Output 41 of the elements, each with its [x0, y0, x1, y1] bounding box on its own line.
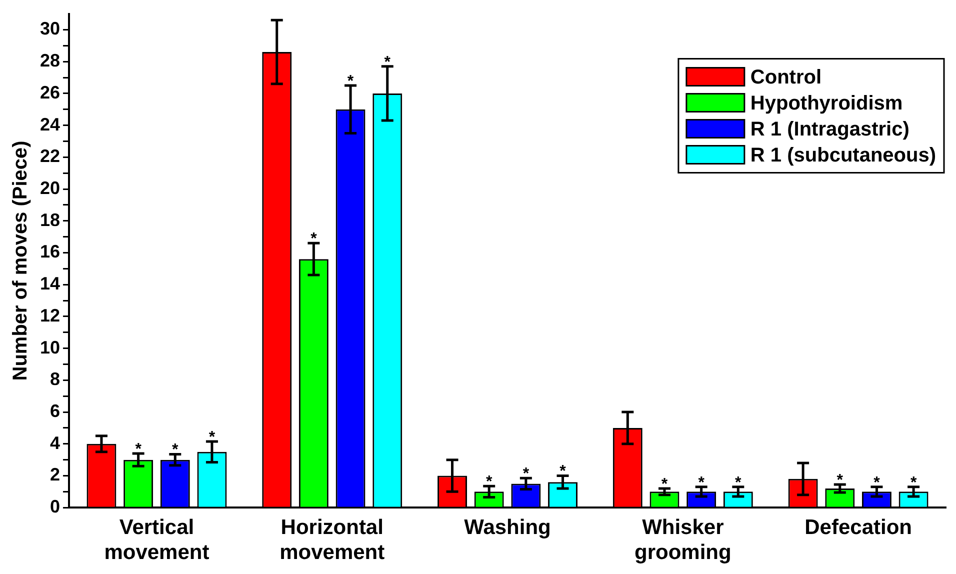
data-label: * [836, 472, 844, 489]
x-tick-label: Defecation [804, 516, 912, 539]
legend-label: R 1 (subcutaneous) [750, 144, 936, 166]
data-label: * [384, 54, 392, 71]
y-tick-label: 12 [40, 305, 60, 326]
data-label: * [172, 442, 180, 459]
data-label: * [310, 230, 318, 248]
y-tick-label: 24 [40, 114, 60, 134]
data-label: * [522, 466, 530, 483]
y-tick-label: 28 [40, 50, 60, 71]
data-label: * [208, 428, 216, 446]
y-tick-label: 26 [40, 82, 60, 102]
y-axis-title: Number of moves (Piece) [10, 140, 32, 381]
y-tick-label: 22 [40, 146, 60, 166]
data-label: * [486, 474, 493, 490]
x-tick-label: Vertical movement [104, 516, 210, 564]
x-tick-label: Horizontal movement [280, 516, 385, 564]
legend-label: R 1 (Intragastric) [750, 118, 910, 140]
legend-label: Hypothyroidism [750, 92, 903, 114]
legend-label: Control [750, 66, 822, 88]
data-label: * [698, 474, 706, 492]
data-label: * [661, 476, 668, 493]
data-label: * [874, 474, 881, 492]
x-tick-label: Washing [464, 516, 551, 539]
y-tick-label: 4 [50, 432, 60, 453]
y-tick-label: 14 [40, 274, 60, 294]
y-tick-label: 6 [50, 400, 60, 421]
data-label: * [560, 463, 567, 480]
y-tick-label: 20 [40, 178, 60, 198]
y-tick-label: 0 [50, 496, 60, 517]
y-tick-label: 18 [40, 210, 60, 230]
data-label: * [135, 440, 142, 458]
x-tick-label: Whisker grooming [634, 516, 732, 564]
y-tick-label: 10 [40, 337, 60, 358]
data-label: * [735, 474, 742, 492]
data-label: * [347, 72, 354, 90]
y-tick-label: 2 [50, 464, 60, 485]
y-tick-label: 16 [40, 242, 60, 262]
y-tick-label: 30 [40, 18, 60, 39]
y-tick-label: 8 [50, 369, 60, 390]
data-label: * [910, 474, 918, 492]
